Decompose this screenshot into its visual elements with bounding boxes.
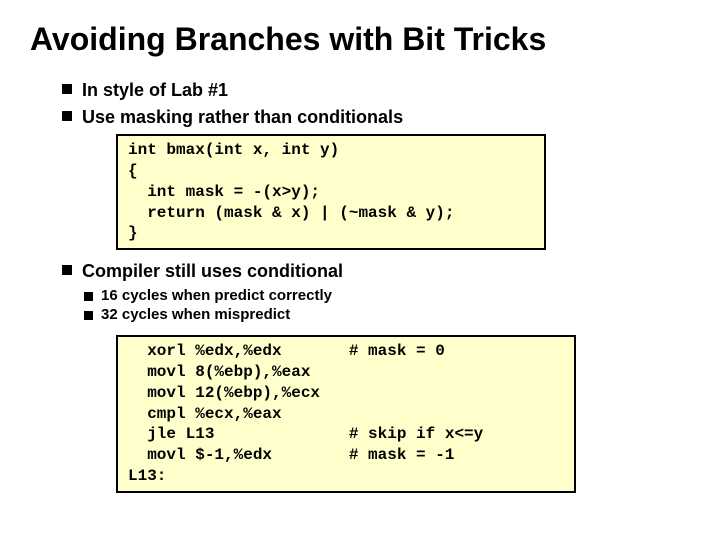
slide-title: Avoiding Branches with Bit Tricks (30, 22, 690, 57)
square-bullet-icon (62, 265, 72, 275)
code-block-c: int bmax(int x, int y) { int mask = -(x>… (116, 134, 546, 250)
bullet-text: Compiler still uses conditional (82, 260, 343, 283)
bullet-text: Use masking rather than conditionals (82, 106, 403, 129)
square-bullet-icon (62, 111, 72, 121)
sub-bullet-item: 32 cycles when mispredict (84, 306, 690, 325)
code-block-asm: xorl %edx,%edx # mask = 0 movl 8(%ebp),%… (116, 335, 576, 493)
square-bullet-icon (84, 292, 93, 301)
bullet-list: In style of Lab #1 Use masking rather th… (62, 79, 690, 493)
square-bullet-icon (62, 84, 72, 94)
bullet-text: In style of Lab #1 (82, 79, 228, 102)
bullet-item: In style of Lab #1 (62, 79, 690, 102)
slide: Avoiding Branches with Bit Tricks In sty… (0, 0, 720, 540)
sub-bullet-text: 16 cycles when predict correctly (101, 287, 332, 306)
bullet-item: Compiler still uses conditional (62, 260, 690, 283)
sub-bullet-list: 16 cycles when predict correctly 32 cycl… (84, 287, 690, 326)
sub-bullet-item: 16 cycles when predict correctly (84, 287, 690, 306)
square-bullet-icon (84, 311, 93, 320)
sub-bullet-text: 32 cycles when mispredict (101, 306, 290, 325)
bullet-item: Use masking rather than conditionals (62, 106, 690, 129)
